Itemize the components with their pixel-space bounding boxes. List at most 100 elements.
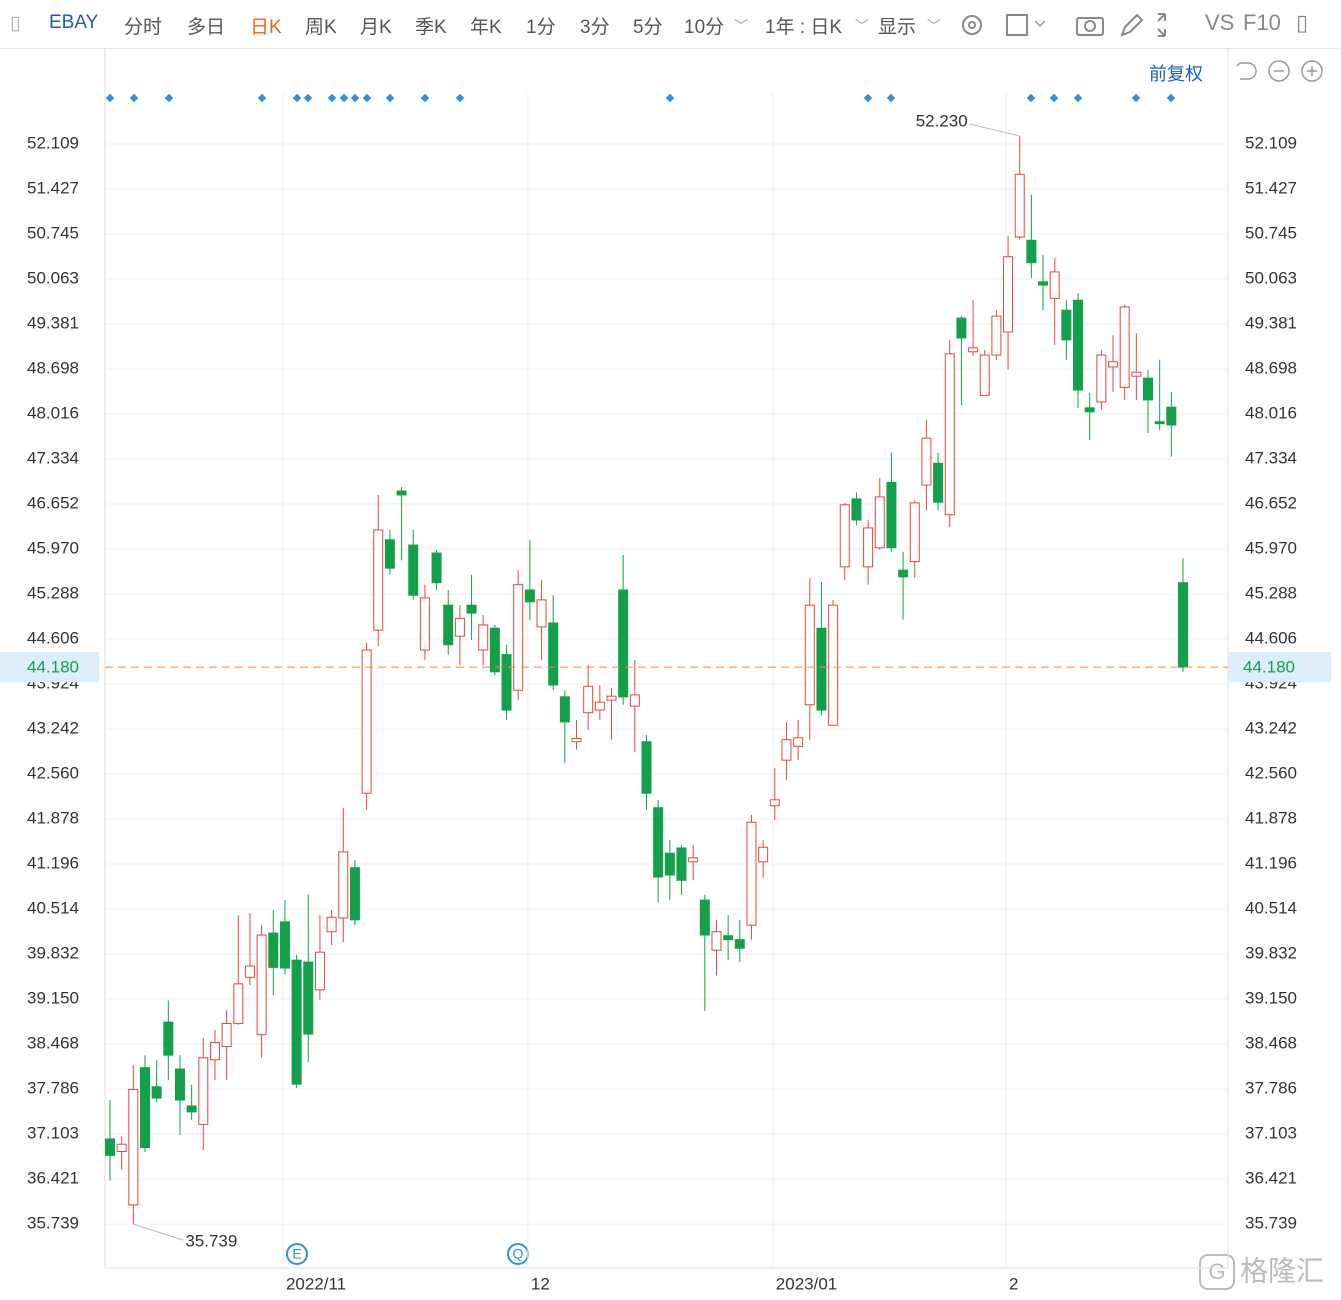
tab[interactable]: 月K: [360, 17, 392, 38]
event-badge-label[interactable]: E: [292, 1246, 301, 1262]
zoom-in[interactable]: [1307, 66, 1317, 76]
event-marker: [886, 93, 896, 103]
candle-body: [513, 584, 524, 691]
y-tick-label: 45.288: [27, 584, 79, 603]
last-price-bg: [0, 652, 99, 683]
event-marker: [129, 93, 139, 103]
chevron[interactable]: ﹀: [927, 18, 941, 34]
last-price-bg: [1229, 652, 1331, 683]
f10-button[interactable]: F10: [1243, 10, 1281, 35]
gear-icon[interactable]: [962, 15, 982, 35]
tab[interactable]: 3分: [580, 17, 610, 38]
y-tick-label: 51.427: [27, 178, 79, 197]
candle-body: [793, 737, 804, 747]
candle-body: [198, 1057, 209, 1125]
candle-body: [384, 539, 395, 569]
candle-body: [303, 961, 314, 1035]
candle-body: [583, 685, 594, 714]
candle-body: [151, 1086, 162, 1099]
tab[interactable]: 季K: [415, 17, 447, 38]
zoom-out[interactable]: [1268, 60, 1290, 82]
zoom-in[interactable]: [1301, 60, 1323, 82]
event-badge[interactable]: [286, 1243, 308, 1265]
camera-icon[interactable]: [1076, 17, 1104, 36]
candle-body: [851, 498, 862, 521]
last-price-label: 44.180: [27, 658, 79, 677]
event-marker: [257, 93, 267, 103]
y-tick-label: 35.739: [27, 1214, 79, 1233]
candle-body: [524, 589, 535, 603]
tab[interactable]: 5分: [633, 17, 663, 38]
candle-body: [361, 649, 372, 794]
event-badge-label[interactable]: Q: [513, 1246, 524, 1262]
panel-toggle[interactable]: ▯: [1296, 10, 1309, 35]
candle-body: [898, 569, 909, 578]
tab[interactable]: 10分: [684, 17, 725, 38]
vs-button[interactable]: VS: [1205, 10, 1235, 35]
candle-body: [723, 935, 734, 941]
shape-icon[interactable]: [1006, 14, 1028, 36]
event-marker: [1131, 93, 1141, 103]
display[interactable]: 显示: [878, 17, 917, 38]
y-tick-label: 42.560: [27, 764, 79, 783]
y-tick-label: 39.150: [27, 989, 79, 1008]
candle-body: [804, 604, 815, 706]
candle-body: [454, 617, 465, 637]
gear-icon[interactable]: [968, 21, 976, 29]
y-tick-label-right: 51.427: [1245, 178, 1297, 197]
tab[interactable]: 年K: [470, 17, 502, 38]
candle-body: [909, 502, 920, 563]
candle-body: [828, 604, 839, 726]
chevron[interactable]: ﹀: [734, 18, 748, 34]
event-marker: [665, 93, 675, 103]
reset-icon[interactable]: [1236, 62, 1257, 80]
panel-toggle[interactable]: ▯: [10, 13, 21, 34]
expand-icon[interactable]: [1157, 13, 1185, 37]
candle-body: [1038, 281, 1049, 286]
tab[interactable]: 周K: [305, 17, 337, 38]
chevron[interactable]: ﹀: [855, 18, 869, 34]
tab[interactable]: 1分: [526, 17, 556, 38]
candle-body: [746, 821, 757, 926]
y-tick-label-right: 41.196: [1245, 854, 1297, 873]
candle-body: [641, 741, 652, 794]
candle-body: [921, 437, 932, 486]
y-tick-label: 45.970: [27, 539, 79, 558]
y-tick-label: 50.745: [27, 223, 79, 242]
candle-body: [244, 965, 255, 978]
watermark: 格隆汇: [1240, 1255, 1324, 1286]
tab[interactable]: 多日: [187, 17, 226, 38]
zoom-controls[interactable]: [1232, 58, 1332, 84]
y-tick-label-right: 43.242: [1245, 719, 1297, 738]
pencil-icon[interactable]: [1120, 13, 1144, 37]
symbol[interactable]: EBAY: [49, 12, 99, 33]
y-tick-label: 44.606: [27, 629, 79, 648]
candle-body: [1154, 421, 1165, 425]
x-tick-label: 2023/01: [776, 1274, 837, 1293]
event-marker: [350, 93, 360, 103]
candle-body: [105, 1138, 115, 1156]
camera-icon[interactable]: [1084, 20, 1096, 32]
candle-body: [536, 599, 547, 628]
adjust-mode[interactable]: 前复权: [1149, 64, 1203, 84]
candle-body: [886, 481, 897, 549]
candle-body: [676, 847, 687, 881]
candle-body: [664, 852, 675, 876]
candle-body: [349, 867, 360, 921]
chevron[interactable]: [1034, 20, 1046, 28]
x-tick-label: 2022/11: [286, 1274, 346, 1293]
candle-body: [688, 857, 699, 863]
y-tick-label-right: 39.150: [1245, 989, 1297, 1008]
toolbar-icons[interactable]: [955, 10, 1185, 40]
candle-body: [979, 354, 990, 396]
tab[interactable]: 日K: [250, 17, 282, 38]
tab[interactable]: 分时: [124, 17, 163, 38]
candle-body: [396, 490, 407, 496]
candle-body: [128, 1088, 139, 1206]
period[interactable]: 1年 : 日K: [765, 17, 843, 38]
y-tick-label: 38.468: [27, 1034, 79, 1053]
event-marker: [420, 93, 430, 103]
y-tick-label-right: 47.334: [1245, 449, 1297, 468]
candle-body: [139, 1067, 150, 1149]
